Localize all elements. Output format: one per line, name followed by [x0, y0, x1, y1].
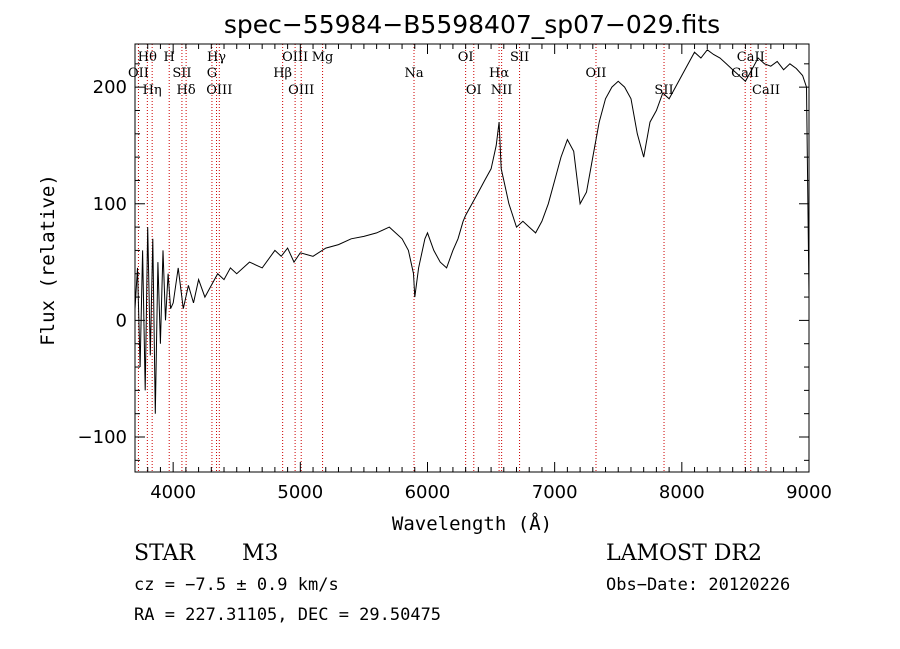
line-marker-label: OIII — [288, 83, 314, 98]
object-class: STAR — [134, 541, 196, 566]
plot-frame — [134, 43, 810, 473]
line-marker-label: SII — [510, 50, 529, 65]
obs-date: Obs−Date: 20120226 — [606, 575, 790, 595]
line-marker-label: CaII — [737, 50, 765, 65]
y-tick-label: 100 — [93, 194, 127, 215]
line-marker-label: SII — [172, 66, 191, 81]
x-axis-ticks: 4000 5000 6000 7000 8000 9000 — [134, 44, 832, 503]
coordinates: RA = 227.31105, DEC = 29.50475 — [134, 605, 441, 625]
line-marker-label: Mg — [312, 50, 334, 65]
y-axis-ticks: −100 0 100 200 — [78, 63, 809, 461]
line-marker-label: Hα — [489, 66, 509, 81]
y-tick-label: 200 — [93, 77, 127, 98]
line-marker-label: Na — [404, 66, 423, 81]
line-marker-label: CaII — [752, 83, 780, 98]
x-tick-label: 5000 — [277, 482, 323, 503]
line-marker-label: OI — [458, 50, 474, 65]
survey-name: LAMOST DR2 — [606, 541, 762, 566]
object-subclass: M3 — [242, 541, 279, 566]
line-marker-label: SII — [654, 83, 673, 98]
x-tick-label: 7000 — [532, 482, 578, 503]
line-marker-label: Hδ — [177, 83, 196, 98]
line-marker-label: Hη — [143, 83, 162, 98]
velocity-readout: cz = −7.5 ± 0.9 km/s — [134, 575, 339, 595]
y-tick-label: 0 — [116, 310, 127, 331]
line-marker-label: Hθ — [138, 50, 157, 65]
line-marker-label: OII — [128, 66, 149, 81]
line-marker-label: OIII — [206, 83, 232, 98]
line-marker-label: Hβ — [273, 66, 292, 81]
x-tick-label: 6000 — [405, 482, 451, 503]
line-marker-label: H — [164, 50, 175, 65]
spectrum-line — [134, 49, 810, 414]
x-tick-label: 9000 — [786, 482, 832, 503]
line-marker-label: OIII — [282, 50, 308, 65]
y-tick-label: −100 — [78, 427, 127, 448]
line-marker-label: OII — [586, 66, 607, 81]
line-marker-label: CaII — [731, 66, 759, 81]
line-marker-label: Hγ — [207, 50, 226, 65]
x-tick-label: 8000 — [659, 482, 705, 503]
line-markers: HθOIIHηHSIIHδHγGOIIIOIIIHβOIIIMgNaOIOIHα… — [128, 44, 780, 472]
line-marker-label: OI — [466, 83, 482, 98]
y-axis-label: Flux (relative) — [37, 174, 59, 346]
x-axis-label: Wavelength (Å) — [392, 512, 552, 535]
line-marker-label: G — [207, 66, 217, 81]
x-tick-label: 4000 — [150, 482, 196, 503]
line-marker-label: NII — [491, 83, 513, 98]
chart-title: spec−55984−B5598407_sp07−029.fits — [224, 10, 720, 39]
